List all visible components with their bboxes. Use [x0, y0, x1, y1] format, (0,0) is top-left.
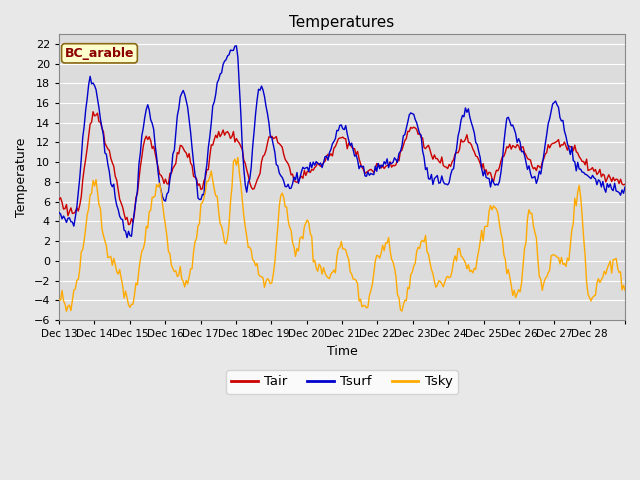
Y-axis label: Temperature: Temperature [15, 137, 28, 216]
X-axis label: Time: Time [326, 345, 357, 358]
Legend: Tair, Tsurf, Tsky: Tair, Tsurf, Tsky [226, 370, 458, 394]
Text: BC_arable: BC_arable [65, 47, 134, 60]
Title: Temperatures: Temperatures [289, 15, 395, 30]
